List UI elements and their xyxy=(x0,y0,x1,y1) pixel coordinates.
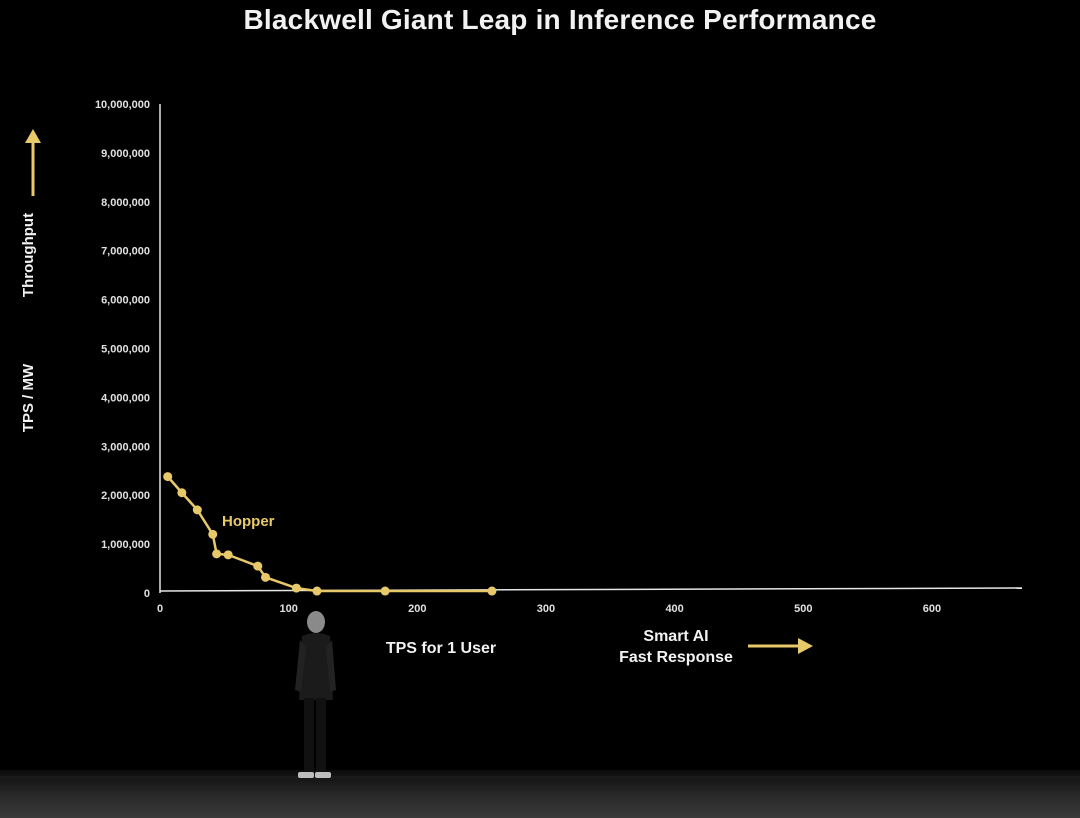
x-axis-right-arrow-icon xyxy=(748,638,813,654)
y-tick-label: 8,000,000 xyxy=(101,197,150,209)
y-axis-ticks: 0 1,000,000 2,000,000 3,000,000 4,000,000 5,0… xyxy=(95,99,150,600)
y-tick-label: 4,000,000 xyxy=(101,392,150,404)
chart-title: Blackwell Giant Leap in Inference Perfor… xyxy=(243,4,877,35)
x-tick-label: 0 xyxy=(157,603,163,615)
data-point xyxy=(223,550,233,560)
chart-axes xyxy=(159,104,1023,593)
y-tick-label: 6,000,000 xyxy=(101,295,150,307)
x-tick-label: 200 xyxy=(408,603,426,615)
y-tick-label: 2,000,000 xyxy=(101,490,150,502)
x-tick-label: 600 xyxy=(923,603,941,615)
x-tick-label: 400 xyxy=(665,603,683,615)
y-tick-label: 5,000,000 xyxy=(101,344,150,356)
y-tick-label: 10,000,000 xyxy=(95,99,150,111)
y-tick-label: 9,000,000 xyxy=(101,148,150,160)
y-axis-label-throughput: Throughput xyxy=(20,213,37,297)
data-point xyxy=(163,472,173,482)
x-axis-label-smart-ai: Smart AI xyxy=(643,628,708,645)
x-axis-line xyxy=(159,587,1023,592)
data-point xyxy=(192,505,202,515)
y-axis-label-tps-mw: TPS / MW xyxy=(20,363,37,432)
y-tick-label: 3,000,000 xyxy=(101,441,150,453)
x-tick-label: 100 xyxy=(279,603,297,615)
y-tick-label: 1,000,000 xyxy=(101,539,150,551)
series-label-hopper: Hopper xyxy=(222,513,275,530)
data-point xyxy=(177,488,187,498)
data-point xyxy=(487,586,497,596)
data-point xyxy=(380,586,390,596)
stage-floor-edge xyxy=(0,776,1080,779)
x-axis-label: TPS for 1 User xyxy=(386,640,496,657)
data-point xyxy=(312,586,322,596)
y-tick-label: 7,000,000 xyxy=(101,246,150,258)
data-point xyxy=(291,583,301,593)
chart-series xyxy=(163,472,497,596)
data-point xyxy=(208,529,218,539)
x-tick-label: 500 xyxy=(794,603,812,615)
data-point xyxy=(253,561,263,571)
y-axis-up-arrow-icon xyxy=(25,129,41,196)
data-point xyxy=(260,572,270,582)
x-tick-label: 300 xyxy=(537,603,555,615)
data-point xyxy=(212,549,222,559)
y-tick-label: 0 xyxy=(144,588,150,600)
x-axis-ticks: 0 100 200 300 400 500 600 xyxy=(157,603,941,615)
x-axis-label-fast-response: Fast Response xyxy=(619,649,733,666)
